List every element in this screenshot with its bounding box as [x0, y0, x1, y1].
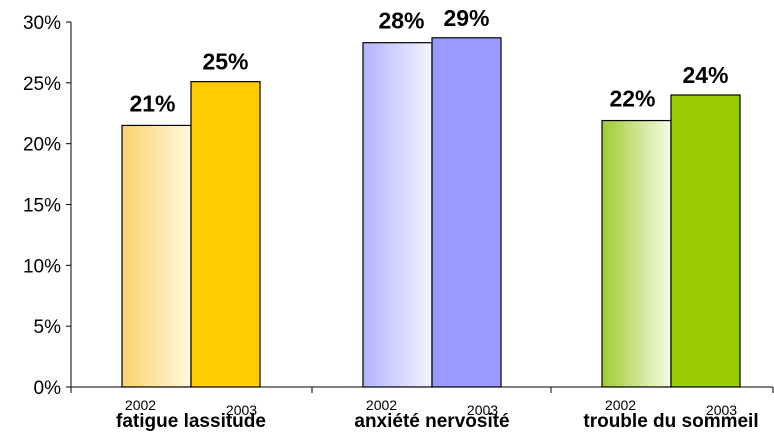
value-label: 28% [378, 8, 424, 34]
y-tick-label: 25% [23, 74, 61, 95]
year-label: 2003 [706, 402, 737, 418]
year-label: 2002 [605, 397, 636, 413]
y-tick-label: 30% [23, 13, 61, 34]
category-label: trouble du sommeil [583, 411, 758, 432]
y-tick-label: 5% [34, 317, 62, 338]
y-tick-label: 15% [23, 196, 61, 217]
category-label: fatigue lassitude [116, 411, 266, 432]
bar-2003-1 [190, 81, 261, 388]
value-labels: 21% 25% 28% 29% 22% 24% [129, 5, 728, 117]
y-tick-label: 20% [23, 135, 61, 156]
y-tick-label: 10% [23, 256, 61, 277]
value-label: 24% [682, 62, 728, 88]
year-label: 2002 [366, 397, 397, 413]
bar-2003-2 [431, 37, 502, 388]
value-label: 25% [202, 49, 248, 75]
y-tick-label: 0% [34, 378, 62, 399]
value-label: 21% [129, 90, 175, 116]
value-label: 29% [443, 5, 489, 31]
value-label: 22% [609, 86, 655, 112]
year-label: 2003 [226, 402, 257, 418]
bars [121, 37, 741, 388]
bar-2002-2 [362, 42, 433, 388]
bar-2002-3 [601, 119, 672, 388]
bar-2003-3 [670, 94, 741, 388]
category-label: anxiété nervosité [354, 411, 509, 432]
year-label: 2003 [467, 402, 498, 418]
y-axis: 0% 5% 10% 15% 20% 25% 30% [23, 13, 72, 399]
year-label: 2002 [125, 397, 156, 413]
bar-2002-1 [121, 124, 192, 388]
